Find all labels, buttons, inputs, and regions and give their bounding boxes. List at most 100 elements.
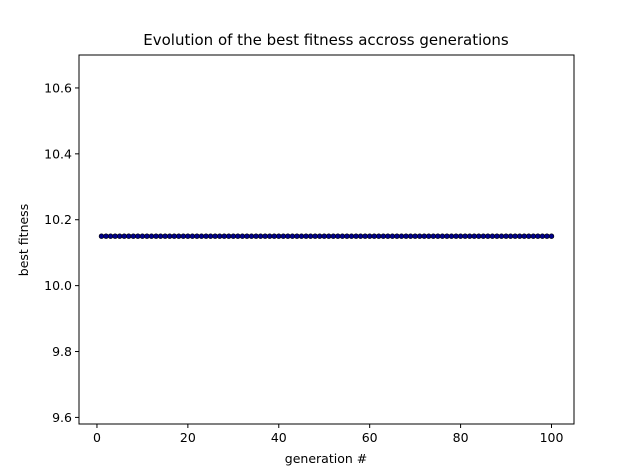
data-point [353,233,359,239]
data-point [98,233,105,239]
data-point [121,233,127,239]
data-point [226,233,232,239]
data-point [194,233,200,239]
data-point [248,233,255,239]
data-point [380,233,387,239]
data-point [471,233,477,239]
data-point [180,233,187,239]
data-point [262,233,268,239]
data-point [416,233,423,239]
data-point [439,233,446,239]
y-tick-label: 10.6 [44,80,72,95]
data-point [366,233,373,239]
data-point [307,233,314,239]
x-tick-label: 100 [540,430,564,445]
data-point [103,233,109,239]
data-point [230,233,237,239]
data-point [403,233,409,239]
data-point [480,233,487,239]
data-point [489,233,496,239]
data-point [294,233,300,239]
x-tick-label: 20 [180,430,196,445]
data-point [376,233,382,239]
y-tick-label: 9.6 [52,410,72,425]
x-axis-label: generation # [285,451,367,466]
data-point [312,233,318,239]
data-point [162,233,168,239]
data-point [430,233,437,239]
data-point [453,233,459,239]
data-point [348,233,355,239]
data-point [412,233,418,239]
data-points [98,233,555,239]
data-point [426,233,432,239]
data-point [239,233,246,239]
data-point [398,233,405,239]
data-point [521,233,527,239]
data-point [535,233,541,239]
data-point [362,233,368,239]
data-point [107,233,114,239]
data-point [498,233,505,239]
data-point [216,233,223,239]
y-tick-label: 9.8 [52,344,72,359]
data-point [139,233,146,239]
data-point [507,233,514,239]
data-point [548,233,555,239]
data-point [539,233,546,239]
x-tick-label: 0 [93,430,101,445]
data-point [148,233,155,239]
data-point [280,233,287,239]
data-point [435,233,441,239]
x-tick-label: 80 [453,430,469,445]
data-point [116,233,123,239]
data-point [444,233,450,239]
data-point [166,233,173,239]
data-point [462,233,468,239]
data-point [203,233,209,239]
data-point [171,233,177,239]
x-tick-label: 40 [271,430,287,445]
data-point [198,233,205,239]
data-point [189,233,196,239]
data-point [330,233,337,239]
data-point [335,233,341,239]
data-point [253,233,259,239]
data-point [503,233,509,239]
chart-title: Evolution of the best fitness accross ge… [143,31,509,49]
data-point [212,233,218,239]
plot-area [79,55,574,424]
data-point [394,233,400,239]
data-point [530,233,537,239]
data-point [112,233,118,239]
data-point [221,233,227,239]
data-point [371,233,377,239]
data-point [126,233,132,239]
data-point [448,233,455,239]
data-point [276,233,282,239]
data-point [130,233,137,239]
data-point [339,233,346,239]
data-point [298,233,305,239]
data-point [526,233,532,239]
data-point [466,233,473,239]
data-point [421,233,427,239]
x-axis-ticks: 0 20 40 60 80 100 [93,424,563,445]
y-axis-ticks: 9.6 9.8 10.0 10.2 10.4 10.6 [44,80,79,425]
data-point [494,233,500,239]
data-point [244,233,250,239]
data-point [289,233,296,239]
y-tick-label: 10.0 [44,278,72,293]
data-point [407,233,414,239]
data-point [512,233,518,239]
y-tick-label: 10.2 [44,212,72,227]
data-point [316,233,323,239]
data-point [476,233,482,239]
data-point [266,233,273,239]
x-tick-label: 60 [362,430,378,445]
data-point [457,233,464,239]
data-point [303,233,309,239]
plot-frame [78,54,575,425]
